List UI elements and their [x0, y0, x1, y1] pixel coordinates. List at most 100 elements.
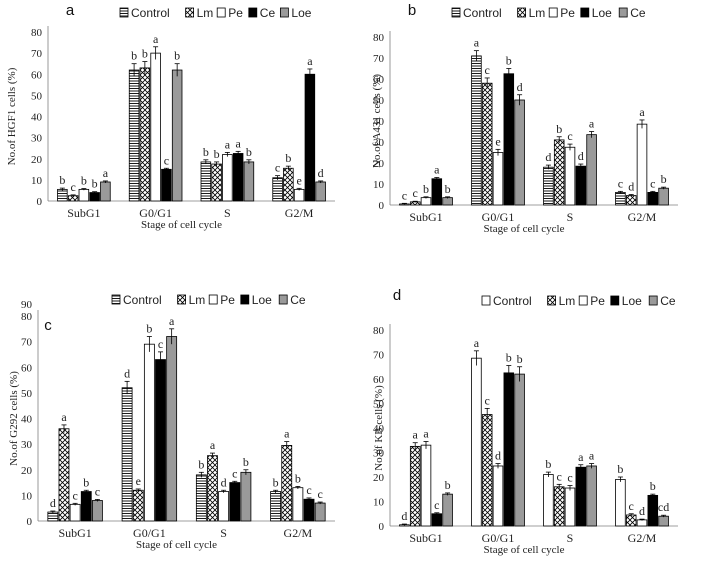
x-axis-title: Stage of cell cycle — [141, 219, 222, 231]
significance-letter: b — [246, 145, 252, 159]
bar — [272, 177, 283, 202]
significance-letter: d — [578, 149, 584, 163]
significance-letter: b — [617, 462, 623, 476]
significance-letter: d — [401, 509, 407, 523]
bar — [647, 191, 659, 206]
bar — [47, 511, 59, 522]
bar — [492, 465, 504, 527]
significance-letter: c — [557, 469, 562, 483]
legend-swatch — [548, 7, 558, 18]
significance-letter: a — [434, 162, 440, 176]
significance-letter: c — [485, 393, 490, 407]
bar — [442, 493, 453, 527]
bar — [143, 343, 155, 522]
significance-letter: c — [164, 153, 169, 167]
x-tick-label: G0/G1 — [482, 531, 515, 545]
significance-letter: a — [61, 410, 67, 424]
y-axis-title: No.of HGF1 cells (%) — [6, 67, 18, 165]
legend-entry: Lm — [559, 294, 576, 308]
x-tick-label: G2/M — [628, 531, 657, 545]
x-tick-label: G0/G1 — [133, 526, 166, 540]
significance-letter: b — [243, 455, 249, 469]
legend-swatch — [111, 294, 121, 305]
significance-letter: a — [589, 449, 595, 463]
significance-letter: c — [434, 498, 439, 512]
significance-letter: a — [235, 136, 241, 150]
x-axis-title: Stage of cell cycle — [484, 544, 565, 556]
legend-entry: Pe — [590, 294, 605, 308]
x-tick-label: G0/G1 — [139, 206, 172, 220]
y-tick-label: 40 — [373, 116, 385, 128]
bar — [161, 168, 172, 202]
bar — [283, 167, 294, 202]
bar — [222, 154, 233, 202]
legend-entry: Loe — [291, 6, 311, 20]
significance-letter: b — [445, 182, 451, 196]
legend-swatch — [580, 7, 590, 18]
y-tick-label: 50 — [21, 388, 33, 400]
bar — [586, 465, 597, 527]
significance-letter: b — [83, 475, 89, 489]
legend-swatch — [240, 294, 250, 305]
significance-letter: d — [318, 166, 324, 180]
significance-letter: c — [95, 484, 100, 498]
bar — [409, 445, 421, 527]
y-tick-label: 40 — [373, 423, 385, 435]
legend-entry: Ce — [260, 6, 276, 20]
significance-letter: c — [567, 129, 572, 143]
significance-letter: b — [285, 151, 291, 165]
bar — [195, 474, 207, 522]
bar — [615, 191, 626, 206]
significance-letter: b — [506, 54, 512, 68]
bar — [57, 188, 68, 202]
significance-letter: b — [214, 147, 220, 161]
bar — [564, 146, 576, 206]
legend-swatch — [618, 7, 628, 18]
x-tick-label: SubG1 — [58, 526, 91, 540]
y-tick-label: 0 — [27, 516, 33, 528]
y-tick-label: 80 — [373, 32, 385, 44]
legend-swatch — [208, 294, 218, 305]
bar — [292, 487, 304, 522]
significance-letter: c — [413, 186, 418, 200]
y-tick-label: 70 — [31, 48, 43, 60]
bar — [80, 491, 92, 522]
x-axis-title: Stage of cell cycle — [136, 539, 217, 551]
bar — [553, 139, 565, 206]
legend-entry: Pe — [228, 6, 243, 20]
significance-letter: d — [517, 80, 523, 94]
x-tick-label: G0/G1 — [482, 210, 515, 224]
significance-letter: a — [413, 428, 419, 442]
significance-letter: b — [506, 351, 512, 365]
y-tick-label: 70 — [373, 350, 385, 362]
significance-letter: c — [70, 180, 75, 194]
significance-letter: cd — [658, 500, 669, 514]
legend-entry: Loe — [252, 293, 272, 307]
y-tick-label: 40 — [31, 112, 43, 124]
bar — [243, 161, 255, 202]
significance-letter: b — [142, 47, 148, 61]
y-tick-label: 10 — [21, 490, 33, 502]
bar — [89, 192, 100, 202]
panel-b: 0 10 20 30 40 50 60 70 80 No.of A431 cells (%) Sub… — [371, 2, 678, 235]
significance-letter: c — [232, 466, 237, 480]
bar — [166, 336, 178, 522]
x-tick-label: S — [567, 531, 574, 545]
legend-entry: Control — [131, 6, 170, 20]
bar — [132, 489, 144, 522]
bar — [314, 502, 326, 522]
y-tick-label: 30 — [31, 133, 43, 145]
significance-letter: c — [306, 483, 311, 497]
x-tick-label: SubG1 — [67, 206, 100, 220]
legend-swatch — [547, 295, 556, 306]
legend-entry: Control — [493, 294, 532, 308]
legend-entry: Pe — [220, 293, 235, 307]
significance-letter: d — [495, 449, 501, 463]
panel-d: 0 10 20 30 40 50 60 70 80 No.of KB cells (%) SubG1… — [373, 287, 678, 556]
panel-label: b — [408, 2, 416, 19]
y-tick-label: 50 — [373, 399, 385, 411]
significance-letter: e — [136, 474, 141, 488]
bar — [575, 165, 587, 206]
